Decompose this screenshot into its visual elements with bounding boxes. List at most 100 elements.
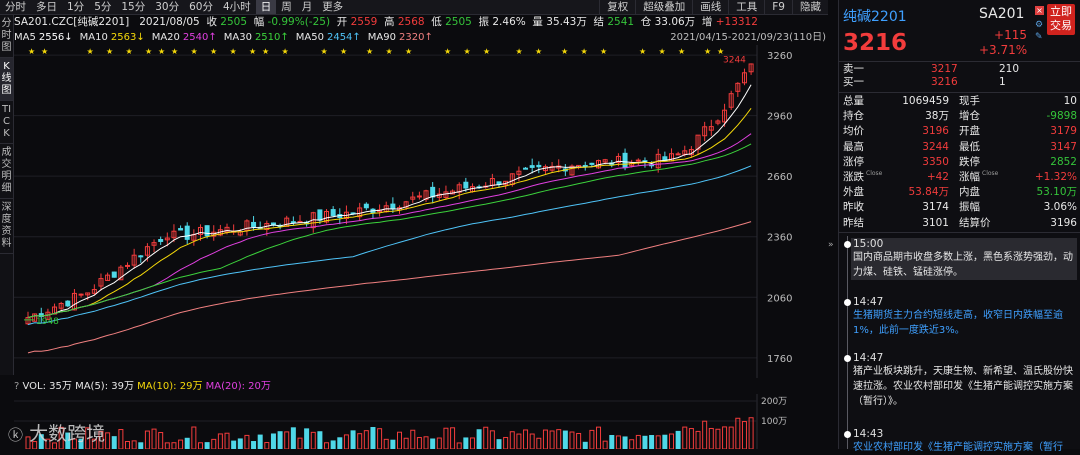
volume-chart[interactable]: 200万 100万 <box>14 394 828 449</box>
kline-chart[interactable]: 3260 2960 2660 2360 2060 1760 ★ ★ ★ ★ ★ ★ ★ ★ ★ ★ ★ ★ ★ ★ ★ ★… <box>14 45 828 378</box>
left-tab[interactable]: 成交明细 <box>0 144 13 199</box>
period-tab[interactable]: 周 <box>281 1 292 13</box>
period-tab[interactable]: 分时 <box>5 1 26 13</box>
period-tab[interactable]: 5分 <box>94 1 112 13</box>
tool-menu-item[interactable]: 画线 <box>692 0 728 14</box>
ma-value: 2454↑ <box>326 32 361 43</box>
stat-label: 涨停 <box>843 155 864 168</box>
edit-icon[interactable]: ✎ <box>1035 32 1043 42</box>
bar-info-strip: SA201.CZC[纯碱2201] 2021/08/05 收 2505 幅 -0… <box>14 15 824 30</box>
candle-body <box>138 255 144 258</box>
stats-row: 最高 3244 最低 3147 <box>839 140 1080 155</box>
close-icon[interactable]: × <box>1035 6 1044 15</box>
ma-value: 2540↑ <box>182 32 217 43</box>
volume-bar <box>158 432 164 449</box>
news-text: 农业农村部印发《生猪产能调控实施方案（暂行 <box>853 442 1063 453</box>
ma-label: MA10 <box>79 32 108 43</box>
amount-label: 量 <box>532 16 543 28</box>
candle-body <box>715 120 721 124</box>
candle-body <box>536 164 542 168</box>
tool-menu-item[interactable]: 复权 <box>599 0 635 14</box>
timeline-dot-icon <box>844 299 851 306</box>
candle-body <box>708 126 714 131</box>
stat-label: 涨幅 <box>959 170 980 183</box>
candle-body <box>284 217 290 227</box>
settings-icon[interactable]: ⚙ <box>1035 20 1044 30</box>
period-tab[interactable]: 月 <box>301 1 313 13</box>
volume-bar <box>151 428 157 449</box>
left-tab[interactable]: 深度资料 <box>0 199 13 254</box>
left-tab[interactable]: 分时图 <box>0 15 13 58</box>
low-value: 2505 <box>445 16 472 28</box>
amp-value: 2.46% <box>492 16 526 28</box>
period-tab[interactable]: 15分 <box>121 1 146 13</box>
signal-star-icon: ★ <box>704 47 711 56</box>
candle-body <box>702 126 708 137</box>
volume-bar <box>735 417 741 449</box>
signal-star-icon: ★ <box>126 47 133 56</box>
volume-bar <box>270 433 276 449</box>
volume-bar <box>463 437 469 449</box>
tool-menu-item[interactable]: F9 <box>764 0 792 14</box>
period-tab[interactable]: 多日 <box>36 1 57 13</box>
low-annotation: 1948 <box>36 317 59 327</box>
candle-body <box>357 207 363 218</box>
order-price: 3217 <box>931 63 958 75</box>
period-tab[interactable]: 更多 <box>322 1 344 13</box>
period-tab[interactable]: 1分 <box>67 1 85 13</box>
volume-bar <box>489 430 495 449</box>
order-volume: 1 <box>999 76 1006 88</box>
contract-symbol: SA201 <box>979 6 1025 22</box>
stat-value: 53.10万 <box>1036 186 1077 199</box>
trade-now-button[interactable]: 立即交易 <box>1047 4 1075 35</box>
candle-body <box>728 93 734 108</box>
volume-settings-icon[interactable]: ? <box>14 381 20 392</box>
volume-bar <box>52 442 58 449</box>
period-tab[interactable]: 60分 <box>189 1 213 13</box>
settle-label: 结 <box>593 16 605 28</box>
collapse-panel-icon[interactable]: » <box>828 240 834 250</box>
stats-row: 外盘 53.84万 内盘 53.10万 <box>839 185 1080 200</box>
volume-bar <box>370 427 376 449</box>
tool-menu-item[interactable]: 工具 <box>728 0 764 14</box>
volume-bar <box>675 430 681 449</box>
tool-menu-item[interactable]: 超级叠加 <box>635 0 692 14</box>
signal-star-icon: ★ <box>535 47 542 56</box>
volume-bar <box>615 435 621 449</box>
period-tab[interactable]: 日 <box>255 0 277 14</box>
ma-label: MA90 <box>367 32 396 43</box>
news-item[interactable]: 14:43 农业农村部印发《生猪产能调控实施方案（暂行 <box>853 428 1075 455</box>
volume-ma20: MA(20): 20万 <box>205 381 271 392</box>
range-value: -0.99%(-25) <box>267 16 331 28</box>
signal-star-icon: ★ <box>210 47 217 56</box>
period-tab[interactable]: 4小时 <box>223 1 251 13</box>
y-tick-label: 3260 <box>767 51 792 62</box>
date-range[interactable]: 2021/04/15-2021/09/23(110日) <box>670 32 826 43</box>
news-item[interactable]: 14:47 猪产业板块跳升，天康生物、新希望、温氏股份快速拉涨。农业农村部印发《生… <box>853 352 1075 409</box>
price-change: +115 <box>994 28 1027 42</box>
left-tab[interactable]: K线图 <box>0 58 13 101</box>
volume-bar <box>609 434 615 449</box>
left-tab[interactable]: TICK <box>0 101 13 144</box>
stat-label-sup: Close <box>982 169 999 177</box>
volume-bar <box>397 431 402 449</box>
tool-menu-item[interactable]: 隐藏 <box>792 0 828 14</box>
signal-star-icon: ★ <box>483 47 490 56</box>
signal-star-icon: ★ <box>678 47 685 56</box>
candle-body <box>58 302 64 309</box>
volume-bar <box>662 434 668 449</box>
volume-bar <box>71 438 77 449</box>
watermark-icon: ⓚ <box>8 426 24 444</box>
candle-body <box>516 170 522 175</box>
volume-bar <box>144 430 150 449</box>
news-item[interactable]: 14:47 生猪期货主力合约短线走高，收窄日内跌幅至逾1%，此前一度跌近3%。 <box>853 296 1075 338</box>
stat-value: 10 <box>1063 95 1077 107</box>
candle-body <box>741 72 747 84</box>
volume-bar <box>224 432 230 449</box>
order-book-row: 买一 3216 1 <box>839 76 1080 89</box>
order-price: 3216 <box>931 76 958 88</box>
stat-label: 结算价 <box>959 216 991 229</box>
news-item[interactable]: 15:00 国内商品期市收盘多数上涨，黑色系涨势强劲，动力煤、硅铁、锰硅涨停。 <box>851 238 1077 280</box>
volume-bar <box>85 427 91 449</box>
period-tab[interactable]: 30分 <box>155 1 180 13</box>
